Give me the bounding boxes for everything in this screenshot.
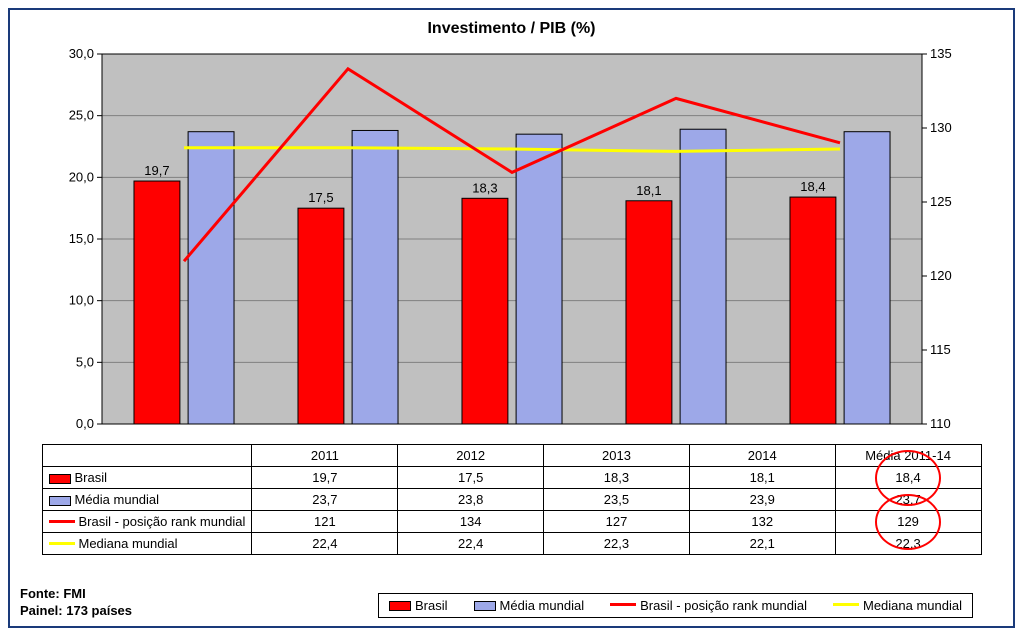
col-header: 2012 — [398, 445, 544, 467]
table-cell: 22,4 — [252, 533, 398, 555]
svg-text:0,0: 0,0 — [75, 416, 93, 431]
table-cell: 132 — [689, 511, 835, 533]
table-cell: 18,3 — [544, 467, 690, 489]
table-cell: 129 — [835, 511, 981, 533]
table-cell: 18,1 — [689, 467, 835, 489]
legend: Brasil Média mundial Brasil - posição rank… — [378, 593, 973, 618]
col-header: 2011 — [252, 445, 398, 467]
table-cell: 134 — [398, 511, 544, 533]
svg-text:20,0: 20,0 — [68, 169, 93, 184]
table-cell: 22,4 — [398, 533, 544, 555]
col-header: 2013 — [544, 445, 690, 467]
row-label: Brasil — [42, 467, 252, 489]
svg-text:5,0: 5,0 — [75, 354, 93, 369]
data-table: 2011201220132014Média 2011-14Brasil19,71… — [42, 444, 982, 555]
legend-item: Brasil - posição rank mundial — [610, 598, 807, 613]
table-cell: 127 — [544, 511, 690, 533]
table-cell: 22,3 — [835, 533, 981, 555]
svg-text:125: 125 — [930, 194, 952, 209]
svg-text:30,0: 30,0 — [68, 46, 93, 61]
source-line: Fonte: FMI — [20, 586, 132, 603]
chart-svg: 0,0 5,0 10,0 15,0 20,0 25,0 30,0 110 115 120 125 13… — [42, 44, 982, 444]
legend-item: Mediana mundial — [833, 598, 962, 613]
table-cell: 23,7 — [252, 489, 398, 511]
panel-line: Painel: 173 países — [20, 603, 132, 620]
svg-text:110: 110 — [930, 416, 951, 431]
legend-label: Brasil - posição rank mundial — [640, 598, 807, 613]
legend-label: Média mundial — [500, 598, 585, 613]
table-cell: 18,4 — [835, 467, 981, 489]
table-cell: 23,9 — [689, 489, 835, 511]
table-cell: 121 — [252, 511, 398, 533]
legend-item: Média mundial — [474, 598, 585, 613]
table-cell: 23,8 — [398, 489, 544, 511]
footer-notes: Fonte: FMI Painel: 173 países — [20, 586, 132, 620]
svg-text:18,3: 18,3 — [472, 180, 497, 195]
chart-frame: Investimento / PIB (%) 0,0 5,0 10,0 15,0 20,… — [8, 8, 1015, 628]
row-label: Mediana mundial — [42, 533, 252, 555]
svg-text:120: 120 — [930, 268, 952, 283]
table-cell: 17,5 — [398, 467, 544, 489]
table-cell: 23,7 — [835, 489, 981, 511]
svg-text:15,0: 15,0 — [68, 231, 93, 246]
svg-text:18,4: 18,4 — [800, 179, 825, 194]
svg-text:17,5: 17,5 — [308, 190, 333, 205]
legend-item: Brasil — [389, 598, 448, 613]
table-cell: 23,5 — [544, 489, 690, 511]
svg-text:130: 130 — [930, 120, 952, 135]
table-cell: 22,3 — [544, 533, 690, 555]
legend-label: Mediana mundial — [863, 598, 962, 613]
table-cell: 19,7 — [252, 467, 398, 489]
col-header: Média 2011-14 — [835, 445, 981, 467]
table-cell: 22,1 — [689, 533, 835, 555]
svg-text:25,0: 25,0 — [68, 108, 93, 123]
chart-title: Investimento / PIB (%) — [10, 10, 1013, 44]
legend-label: Brasil — [415, 598, 448, 613]
svg-text:135: 135 — [930, 46, 952, 61]
row-label: Brasil - posição rank mundial — [42, 511, 252, 533]
row-label: Média mundial — [42, 489, 252, 511]
col-header: 2014 — [689, 445, 835, 467]
svg-text:19,7: 19,7 — [144, 163, 169, 178]
svg-text:10,0: 10,0 — [68, 293, 93, 308]
svg-text:115: 115 — [930, 342, 951, 357]
chart-area: 0,0 5,0 10,0 15,0 20,0 25,0 30,0 110 115 120 125 13… — [42, 44, 982, 555]
svg-text:18,1: 18,1 — [636, 183, 661, 198]
